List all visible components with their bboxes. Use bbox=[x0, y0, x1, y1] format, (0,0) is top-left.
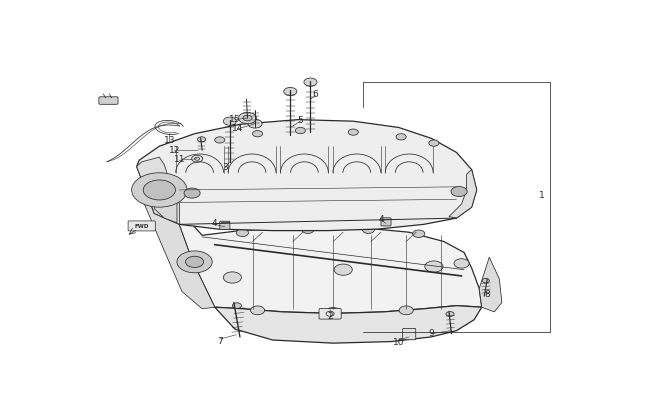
Text: 9: 9 bbox=[428, 328, 434, 337]
FancyBboxPatch shape bbox=[402, 328, 416, 340]
Circle shape bbox=[177, 251, 212, 273]
Circle shape bbox=[243, 116, 252, 121]
Circle shape bbox=[184, 189, 200, 198]
Circle shape bbox=[214, 137, 225, 144]
Circle shape bbox=[425, 261, 443, 273]
Text: 4: 4 bbox=[212, 219, 218, 228]
Polygon shape bbox=[142, 198, 214, 309]
Text: 4: 4 bbox=[378, 214, 383, 223]
Text: 7: 7 bbox=[217, 337, 223, 345]
Circle shape bbox=[198, 137, 205, 143]
Circle shape bbox=[185, 257, 203, 268]
Circle shape bbox=[326, 308, 340, 316]
Text: 8: 8 bbox=[484, 289, 489, 298]
Circle shape bbox=[348, 130, 358, 136]
Text: 14: 14 bbox=[231, 124, 243, 132]
Polygon shape bbox=[136, 158, 179, 225]
Text: 6: 6 bbox=[313, 90, 318, 98]
Polygon shape bbox=[479, 258, 502, 312]
Circle shape bbox=[451, 187, 467, 197]
Polygon shape bbox=[170, 198, 482, 313]
Text: 15: 15 bbox=[229, 114, 240, 123]
Circle shape bbox=[143, 181, 176, 200]
FancyBboxPatch shape bbox=[99, 98, 118, 105]
Circle shape bbox=[446, 312, 454, 317]
Circle shape bbox=[237, 230, 248, 237]
FancyBboxPatch shape bbox=[381, 218, 391, 226]
Circle shape bbox=[304, 79, 317, 87]
Text: 10: 10 bbox=[393, 337, 404, 346]
Circle shape bbox=[454, 259, 469, 269]
Polygon shape bbox=[136, 120, 476, 231]
Text: FWD: FWD bbox=[135, 224, 149, 229]
Circle shape bbox=[233, 303, 241, 309]
FancyBboxPatch shape bbox=[319, 309, 341, 319]
Circle shape bbox=[362, 226, 374, 234]
Polygon shape bbox=[154, 188, 177, 223]
Circle shape bbox=[252, 131, 263, 137]
Circle shape bbox=[250, 306, 265, 315]
Circle shape bbox=[239, 113, 257, 124]
Text: 11: 11 bbox=[174, 155, 185, 164]
Text: 5: 5 bbox=[298, 116, 304, 125]
Text: 1: 1 bbox=[540, 191, 545, 200]
Polygon shape bbox=[214, 306, 482, 343]
Circle shape bbox=[482, 279, 489, 283]
Text: 3: 3 bbox=[222, 163, 227, 172]
Circle shape bbox=[131, 173, 187, 208]
FancyBboxPatch shape bbox=[220, 222, 230, 230]
Circle shape bbox=[302, 226, 314, 234]
Polygon shape bbox=[449, 170, 476, 219]
Circle shape bbox=[413, 230, 425, 238]
Circle shape bbox=[248, 120, 262, 129]
Circle shape bbox=[284, 88, 297, 96]
Circle shape bbox=[396, 134, 406, 141]
FancyBboxPatch shape bbox=[128, 222, 155, 231]
Text: 12: 12 bbox=[169, 145, 180, 154]
Circle shape bbox=[224, 272, 241, 284]
Circle shape bbox=[399, 306, 413, 315]
Text: 13: 13 bbox=[164, 136, 175, 145]
Circle shape bbox=[224, 118, 237, 126]
Circle shape bbox=[334, 264, 352, 276]
Circle shape bbox=[429, 141, 439, 147]
Circle shape bbox=[295, 128, 306, 134]
Text: 2: 2 bbox=[328, 311, 333, 320]
